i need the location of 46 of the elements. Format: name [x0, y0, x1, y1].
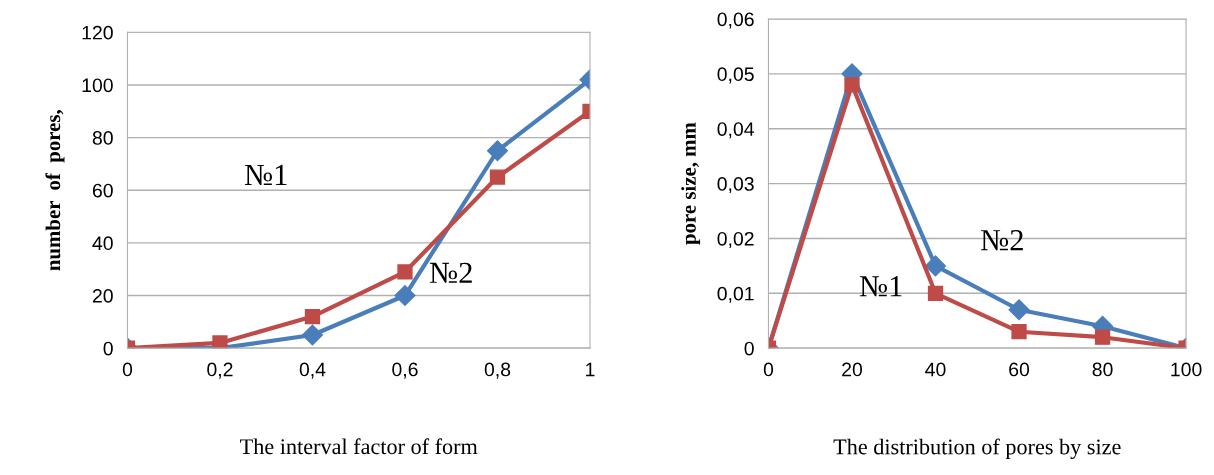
- x-tick-label: 0,2: [207, 362, 233, 379]
- point: [301, 324, 323, 346]
- y-tick-label: 80: [92, 131, 113, 145]
- point: [1008, 299, 1030, 321]
- point: [394, 285, 416, 307]
- y-tick-label: 120: [82, 25, 113, 40]
- point: [1094, 329, 1111, 345]
- annotation: №1: [859, 276, 902, 297]
- x-tick-label: 0,8: [484, 362, 511, 379]
- x-tick-label: 60: [1009, 362, 1030, 377]
- y-tick-label: 0,03: [717, 177, 754, 194]
- point: [927, 285, 944, 301]
- y-tick-label: 0,01: [717, 286, 754, 303]
- y-axis-title: number of pores,: [45, 110, 65, 271]
- x-tick-label: 80: [1092, 362, 1113, 377]
- x-tick-label: 20: [842, 362, 863, 377]
- x-tick-label: 0,4: [299, 362, 326, 379]
- y-tick-label: 0: [744, 341, 754, 356]
- x-tick-label: 1: [586, 362, 595, 377]
- y-tick-label: 0,04: [717, 122, 755, 139]
- point: [489, 169, 506, 185]
- y-tick-label: 0,05: [717, 67, 754, 84]
- annotation: №2: [980, 229, 1023, 251]
- y-tick-label: 0,06: [717, 12, 754, 29]
- y-tick-label: 100: [82, 78, 113, 93]
- annotation: №2: [429, 262, 472, 283]
- y-axis-title: pore size, mm: [681, 122, 701, 245]
- point: [397, 264, 413, 280]
- point: [1011, 324, 1027, 340]
- point: [924, 255, 947, 277]
- annotation: №1: [244, 164, 287, 185]
- x-tick-label: 100: [1171, 362, 1202, 377]
- point: [844, 77, 860, 93]
- x-tick-label: 40: [925, 362, 946, 377]
- x-axis-title: The distribution of pores by size: [833, 438, 1121, 459]
- y-tick-label: 0,02: [717, 231, 754, 248]
- x-tick-label: 0: [122, 362, 133, 377]
- y-tick-label: 0: [103, 341, 113, 356]
- x-axis-title: The interval factor of form: [240, 438, 478, 455]
- y-tick-label: 20: [92, 289, 113, 303]
- x-tick-label: 0: [763, 362, 774, 377]
- point: [304, 308, 321, 325]
- y-tick-label: 40: [92, 236, 113, 251]
- y-tick-label: 60: [92, 183, 113, 198]
- point: [486, 140, 509, 162]
- x-tick-label: 0,6: [392, 362, 418, 379]
